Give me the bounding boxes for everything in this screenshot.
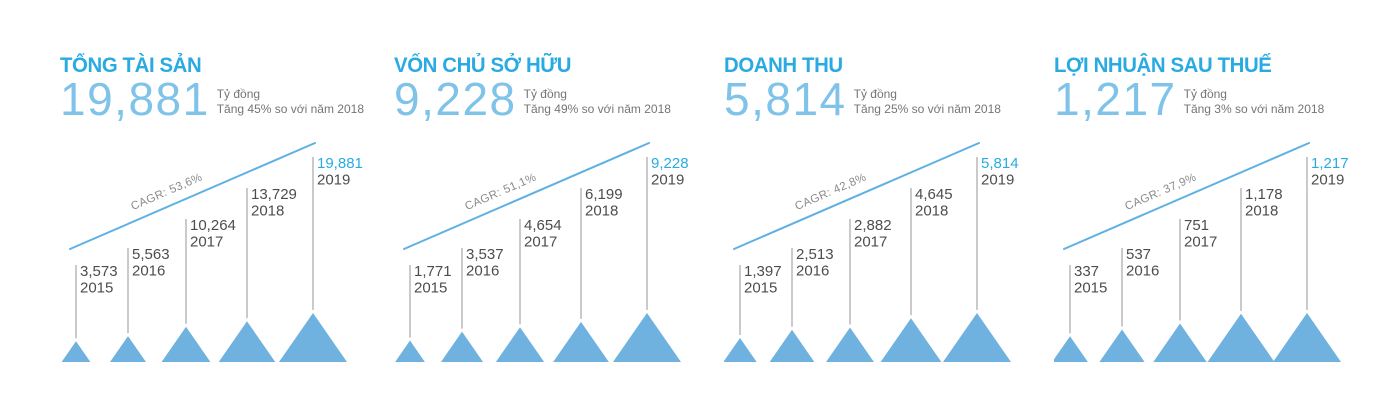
headline-value: 19,881 xyxy=(60,73,210,125)
growth-note: Tăng 3% so với năm 2018 xyxy=(1183,102,1325,117)
triangle-marker-2016 xyxy=(769,329,815,362)
triangle-marker-2016 xyxy=(440,331,484,362)
value-label-2015: 337 2015 xyxy=(1074,263,1107,297)
value-label-2015: 3,573 2015 xyxy=(80,263,118,297)
panel-title: TỔNG TÀI SẢN xyxy=(60,54,202,77)
headline-value: 9,228 xyxy=(394,73,517,125)
metric-panel-von-chu-so-huu: VỐN CHỦ SỞ HỮU 9,228 Tỷ đồng Tăng 49% so… xyxy=(394,55,719,390)
triangle-marker-2018 xyxy=(1207,313,1275,362)
triangle-marker-2019 xyxy=(1273,313,1341,362)
value-label-2017: 2,882 2017 xyxy=(854,217,892,251)
headline-meta: Tỷ đồng Tăng 49% so với năm 2018 xyxy=(524,87,671,119)
value-label-2016: 537 2016 xyxy=(1126,246,1159,280)
headline-value: 5,814 xyxy=(724,73,847,125)
triangle-marker-2017 xyxy=(161,326,211,362)
triangle-marker-2015 xyxy=(1052,336,1088,362)
headline-value: 1,217 xyxy=(1054,73,1177,125)
headline: 19,881 Tỷ đồng Tăng 45% so với năm 2018 xyxy=(60,73,385,125)
headline: 5,814 Tỷ đồng Tăng 25% so với năm 2018 xyxy=(724,73,1049,125)
triangle-chart-von-chu-so-huu: CAGR: 51,1% 1,771 2015 3,537 2016 4,654 2017 6,… xyxy=(394,134,719,367)
growth-note: Tăng 25% so với năm 2018 xyxy=(853,102,1001,117)
unit-label: Tỷ đồng xyxy=(853,86,897,101)
cagr-trend-line xyxy=(1063,142,1310,250)
value-label-2019: 1,217 2019 xyxy=(1311,155,1349,189)
triangle-chart-loi-nhuan-sau-thue: CAGR: 37,9% 337 2015 537 2016 751 2017 1,178 201… xyxy=(1052,134,1379,367)
triangle-marker-2019 xyxy=(613,313,681,362)
headline-meta: Tỷ đồng Tăng 45% so với năm 2018 xyxy=(217,87,364,119)
headline-meta: Tỷ đồng Tăng 3% so với năm 2018 xyxy=(1184,87,1325,119)
triangle-marker-2019 xyxy=(279,313,347,362)
triangle-chart-tong-tai-san: CAGR: 53,6% 3,573 2015 5,563 2016 10,264 2017 1… xyxy=(60,134,385,367)
growth-note: Tăng 49% so với năm 2018 xyxy=(523,102,671,117)
unit-label: Tỷ đồng xyxy=(523,86,567,101)
value-label-2019: 9,228 2019 xyxy=(651,155,689,189)
value-label-2018: 1,178 2018 xyxy=(1245,186,1283,220)
value-label-2016: 5,563 2016 xyxy=(132,246,170,280)
triangle-marker-2018 xyxy=(880,318,942,362)
metric-panel-doanh-thu: DOANH THU 5,814 Tỷ đồng Tăng 25% so với … xyxy=(723,54,1049,390)
triangle-marker-2015 xyxy=(61,341,91,362)
cagr-trend-line xyxy=(733,142,980,250)
value-label-2019: 5,814 2019 xyxy=(981,155,1019,189)
triangle-marker-2016 xyxy=(1099,329,1145,362)
triangle-marker-2015 xyxy=(723,337,757,362)
triangle-marker-2016 xyxy=(110,336,146,362)
value-label-2018: 6,199 2018 xyxy=(585,186,623,220)
value-label-2017: 751 2017 xyxy=(1184,217,1217,251)
panel-title: LỢI NHUẬN SAU THUẾ xyxy=(1054,54,1272,77)
unit-label: Tỷ đồng xyxy=(216,86,261,101)
growth-note: Tăng 45% so với năm 2018 xyxy=(216,102,364,117)
panel-title: VỐN CHỦ SỞ HỮU xyxy=(394,54,572,77)
value-label-2016: 3,537 2016 xyxy=(466,246,504,280)
headline: 1,217 Tỷ đồng Tăng 3% so với năm 2018 xyxy=(1054,73,1379,125)
value-label-2015: 1,771 2015 xyxy=(414,263,452,297)
triangle-marker-2018 xyxy=(553,321,609,362)
triangle-chart-doanh-thu: CAGR: 42,8% 1,397 2015 2,513 2016 2,882 2017 4,… xyxy=(723,134,1049,367)
value-label-2019: 19,881 2019 xyxy=(317,155,363,189)
cagr-trend-line xyxy=(69,142,316,250)
triangle-marker-2017 xyxy=(1153,323,1207,362)
cagr-trend-line xyxy=(403,142,650,250)
value-label-2017: 4,654 2017 xyxy=(524,217,562,251)
triangle-marker-2018 xyxy=(218,321,276,362)
metric-panel-loi-nhuan-sau-thue: LỢI NHUẬN SAU THUẾ 1,217 Tỷ đồng Tăng 3%… xyxy=(1052,54,1379,390)
metric-panel-tong-tai-san: TỔNG TÀI SẢN 19,881 Tỷ đồng Tăng 45% so … xyxy=(60,55,385,390)
triangle-marker-2017 xyxy=(826,327,874,362)
value-label-2018: 4,645 2018 xyxy=(915,186,953,220)
value-label-2018: 13,729 2018 xyxy=(251,186,297,220)
value-label-2016: 2,513 2016 xyxy=(796,246,834,280)
unit-label: Tỷ đồng xyxy=(1183,86,1227,101)
triangle-marker-2015 xyxy=(395,340,425,362)
triangle-marker-2017 xyxy=(495,327,545,362)
triangle-marker-2019 xyxy=(943,313,1011,362)
panel-title: DOANH THU xyxy=(724,54,843,77)
value-label-2015: 1,397 2015 xyxy=(744,263,782,297)
headline-meta: Tỷ đồng Tăng 25% so với năm 2018 xyxy=(854,87,1001,119)
headline: 9,228 Tỷ đồng Tăng 49% so với năm 2018 xyxy=(394,73,719,125)
value-label-2017: 10,264 2017 xyxy=(190,217,236,251)
